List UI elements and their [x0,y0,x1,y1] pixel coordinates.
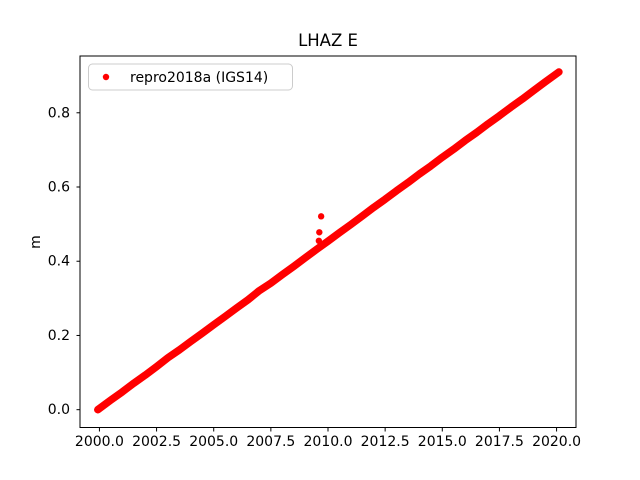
data-series-layer [94,68,563,414]
x-tick-label: 2010.0 [304,434,353,450]
outlier-point [316,229,323,236]
y-axis-label: m [28,235,44,249]
x-tick-label: 2002.5 [132,434,181,450]
legend: repro2018a (IGS14) [88,63,293,91]
outlier-point [317,213,325,220]
legend-box [88,63,293,91]
y-tick-label: 0.8 [48,105,70,121]
trend-scatter-band [94,68,563,414]
outlier-point [315,237,323,245]
x-tick-label: 2007.5 [246,434,295,450]
y-tick-label: 0.0 [48,402,70,418]
y-tick-label: 0.4 [48,254,70,270]
y-tick-label: 0.6 [48,180,70,196]
x-tick-label: 2020.0 [532,434,581,450]
x-tick-label: 2005.0 [189,434,238,450]
x-tick-label: 2000.0 [75,434,124,450]
legend-label: repro2018a (IGS14) [130,70,268,86]
y-tick-label: 0.2 [48,328,70,344]
tick-layer: 2000.0 2002.5 2005.0 2007.5 2010.0 2012.5 2015… [48,105,581,450]
x-tick-label: 2012.5 [361,434,410,450]
x-tick-label: 2017.5 [475,434,524,450]
x-tick-label: 2015.0 [418,434,467,450]
legend-marker-dot-icon [102,73,110,81]
chart-title: LHAZ E [298,31,358,50]
